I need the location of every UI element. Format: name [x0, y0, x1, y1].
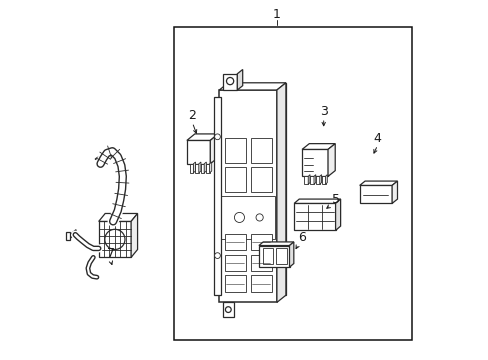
Polygon shape [131, 213, 137, 257]
Polygon shape [250, 275, 271, 292]
Polygon shape [237, 69, 242, 90]
Bar [174, 27, 411, 340]
Polygon shape [204, 162, 206, 173]
Text: 3: 3 [319, 105, 327, 118]
Polygon shape [289, 242, 293, 267]
Text: 5: 5 [332, 193, 340, 206]
Polygon shape [302, 149, 327, 176]
Polygon shape [223, 302, 233, 317]
Polygon shape [224, 275, 245, 292]
Text: 4: 4 [373, 132, 381, 145]
Polygon shape [99, 221, 131, 257]
Polygon shape [262, 248, 273, 264]
Polygon shape [224, 234, 245, 250]
Polygon shape [223, 74, 237, 90]
Polygon shape [210, 134, 218, 164]
Circle shape [226, 77, 233, 85]
Polygon shape [391, 181, 397, 203]
Polygon shape [199, 162, 201, 173]
Polygon shape [304, 176, 307, 184]
Polygon shape [219, 83, 285, 90]
Text: 1: 1 [272, 8, 280, 21]
Text: 2: 2 [188, 109, 196, 122]
Polygon shape [359, 185, 391, 203]
Polygon shape [250, 138, 271, 163]
Polygon shape [193, 162, 195, 173]
Polygon shape [66, 232, 70, 240]
Polygon shape [224, 255, 245, 271]
Polygon shape [224, 167, 245, 192]
Polygon shape [309, 176, 313, 184]
Circle shape [214, 134, 220, 140]
Polygon shape [294, 203, 335, 230]
Polygon shape [276, 248, 286, 264]
Polygon shape [95, 154, 107, 162]
Polygon shape [69, 230, 76, 239]
Polygon shape [224, 138, 245, 163]
Polygon shape [186, 140, 210, 164]
Polygon shape [250, 167, 271, 192]
Polygon shape [213, 97, 221, 295]
Polygon shape [186, 134, 218, 140]
Polygon shape [315, 176, 319, 184]
Polygon shape [209, 162, 211, 173]
Polygon shape [325, 175, 326, 184]
Polygon shape [313, 175, 315, 184]
Polygon shape [219, 90, 276, 302]
Polygon shape [200, 164, 204, 173]
Polygon shape [250, 234, 271, 250]
Polygon shape [335, 199, 340, 230]
Polygon shape [228, 83, 285, 295]
Polygon shape [276, 83, 285, 302]
Polygon shape [258, 242, 293, 246]
Polygon shape [319, 175, 321, 184]
Polygon shape [327, 144, 335, 176]
Polygon shape [302, 144, 335, 149]
Polygon shape [294, 199, 340, 203]
Circle shape [225, 307, 231, 312]
Polygon shape [189, 164, 193, 173]
Text: 7: 7 [106, 247, 114, 260]
Polygon shape [359, 181, 397, 185]
Polygon shape [99, 213, 137, 221]
Text: 6: 6 [298, 231, 305, 244]
Polygon shape [250, 255, 271, 271]
Polygon shape [258, 246, 289, 267]
Polygon shape [321, 176, 325, 184]
Polygon shape [195, 164, 199, 173]
Bar [221, 196, 275, 239]
Polygon shape [205, 164, 209, 173]
Polygon shape [307, 175, 309, 184]
Circle shape [214, 253, 220, 258]
